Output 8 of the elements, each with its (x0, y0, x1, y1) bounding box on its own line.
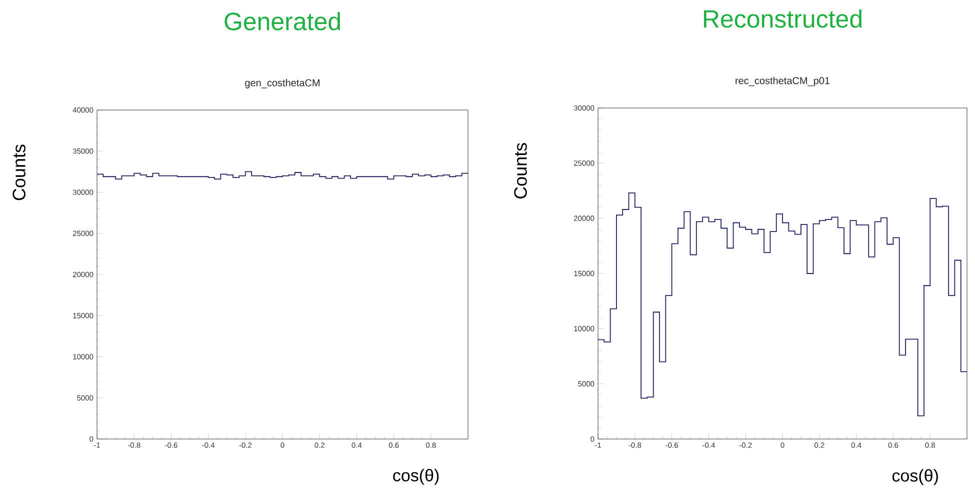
chart-title: Reconstructed (704, 9, 862, 28)
chart-title: Generated (224, 12, 340, 30)
chart-subtitle: rec_costhetaCM_p01 (736, 76, 830, 86)
chart-subtitle: gen_costhetaCM (245, 79, 320, 88)
y-axis-title: Counts (12, 144, 26, 200)
y-axis-title: Counts (514, 143, 527, 198)
x-axis-title: cos(θ) (393, 468, 439, 485)
x-axis-title: cos(θ) (892, 469, 938, 485)
